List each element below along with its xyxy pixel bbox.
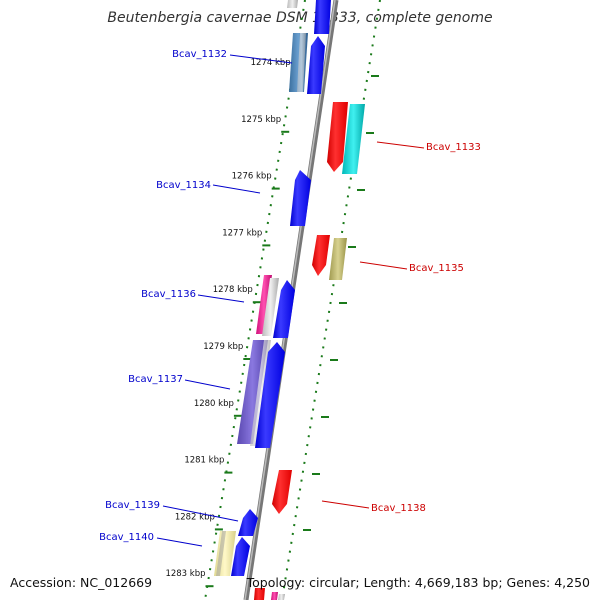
gene-arrow-forward[interactable] — [307, 36, 325, 94]
gene-box-grey[interactable] — [216, 531, 226, 576]
gene-features — [214, 0, 365, 600]
tick-label: 1282 kbp — [175, 512, 215, 522]
gene-label[interactable]: Bcav_1138 — [371, 503, 426, 514]
gene-bcav-1136-a[interactable] — [256, 275, 272, 334]
tick-label: 1277 kbp — [222, 228, 262, 238]
gene-box-grey[interactable] — [287, 0, 298, 8]
gene-box-red-partial[interactable] — [254, 588, 265, 600]
gene-label[interactable]: Bcav_1135 — [409, 263, 464, 274]
gene-label[interactable]: Bcav_1137 — [128, 374, 183, 385]
label-leaders — [156, 54, 425, 547]
major-ticks-right — [303, 75, 379, 531]
gene-box-magenta-partial[interactable] — [271, 592, 278, 600]
gene-label[interactable]: Bcav_1134 — [156, 180, 211, 191]
gene-bcav-1133-b[interactable] — [342, 104, 365, 174]
gene-label[interactable]: Bcav_1136 — [141, 289, 196, 300]
gene-bcav-1135-b[interactable] — [329, 238, 347, 280]
tick-label: 1280 kbp — [194, 399, 234, 409]
gene-arrow-forward[interactable] — [314, 0, 331, 34]
tick-label: 1275 kbp — [241, 115, 281, 125]
gene-bcav-1138[interactable] — [272, 470, 292, 514]
gene-box-grey[interactable] — [297, 33, 306, 92]
gene-bcav-1135-a[interactable] — [312, 235, 330, 276]
genome-summary-text: Topology: circular; Length: 4,669,183 bp… — [246, 575, 590, 590]
gene-box-grey[interactable] — [262, 278, 279, 336]
accession-text: Accession: NC_012669 — [10, 575, 153, 590]
gene-bcav-1136-b[interactable] — [273, 280, 295, 338]
tick-label: 1278 kbp — [213, 285, 253, 295]
gene-bcav-1134[interactable] — [290, 170, 311, 226]
gene-bcav-1137-b[interactable] — [255, 342, 285, 448]
gene-bcav-1133-a[interactable] — [327, 102, 348, 172]
gene-bcav-1139[interactable] — [238, 509, 258, 536]
tick-label: 1276 kbp — [232, 172, 272, 182]
tick-label: 1279 kbp — [203, 342, 243, 352]
gene-box-grey[interactable] — [250, 340, 271, 446]
tick-label: 1274 kbp — [251, 58, 291, 68]
gene-box-grey-partial[interactable] — [278, 594, 285, 600]
gene-label[interactable]: Bcav_1132 — [172, 49, 227, 60]
tick-labels: 1274 kbp 1275 kbp 1276 kbp 1277 kbp 1278 kbp… — [165, 58, 290, 579]
tick-label: 1281 kbp — [184, 456, 224, 466]
gene-label[interactable]: Bcav_1133 — [426, 142, 481, 153]
gene-bcav-1140-b[interactable] — [231, 537, 250, 576]
gene-labels: Bcav_1132 Bcav_1134 Bcav_1136 Bcav_1137 … — [99, 49, 481, 543]
genome-title: Beutenbergia cavernae DSM 12333, complet… — [107, 10, 493, 26]
tick-label: 1283 kbp — [165, 569, 205, 579]
gene-bcav-1137-a[interactable] — [237, 340, 268, 444]
gene-label[interactable]: Bcav_1140 — [99, 532, 154, 543]
gene-label[interactable]: Bcav_1139 — [105, 500, 160, 511]
